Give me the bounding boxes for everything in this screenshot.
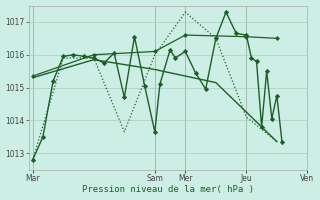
X-axis label: Pression niveau de la mer( hPa ): Pression niveau de la mer( hPa ) [82,185,254,194]
